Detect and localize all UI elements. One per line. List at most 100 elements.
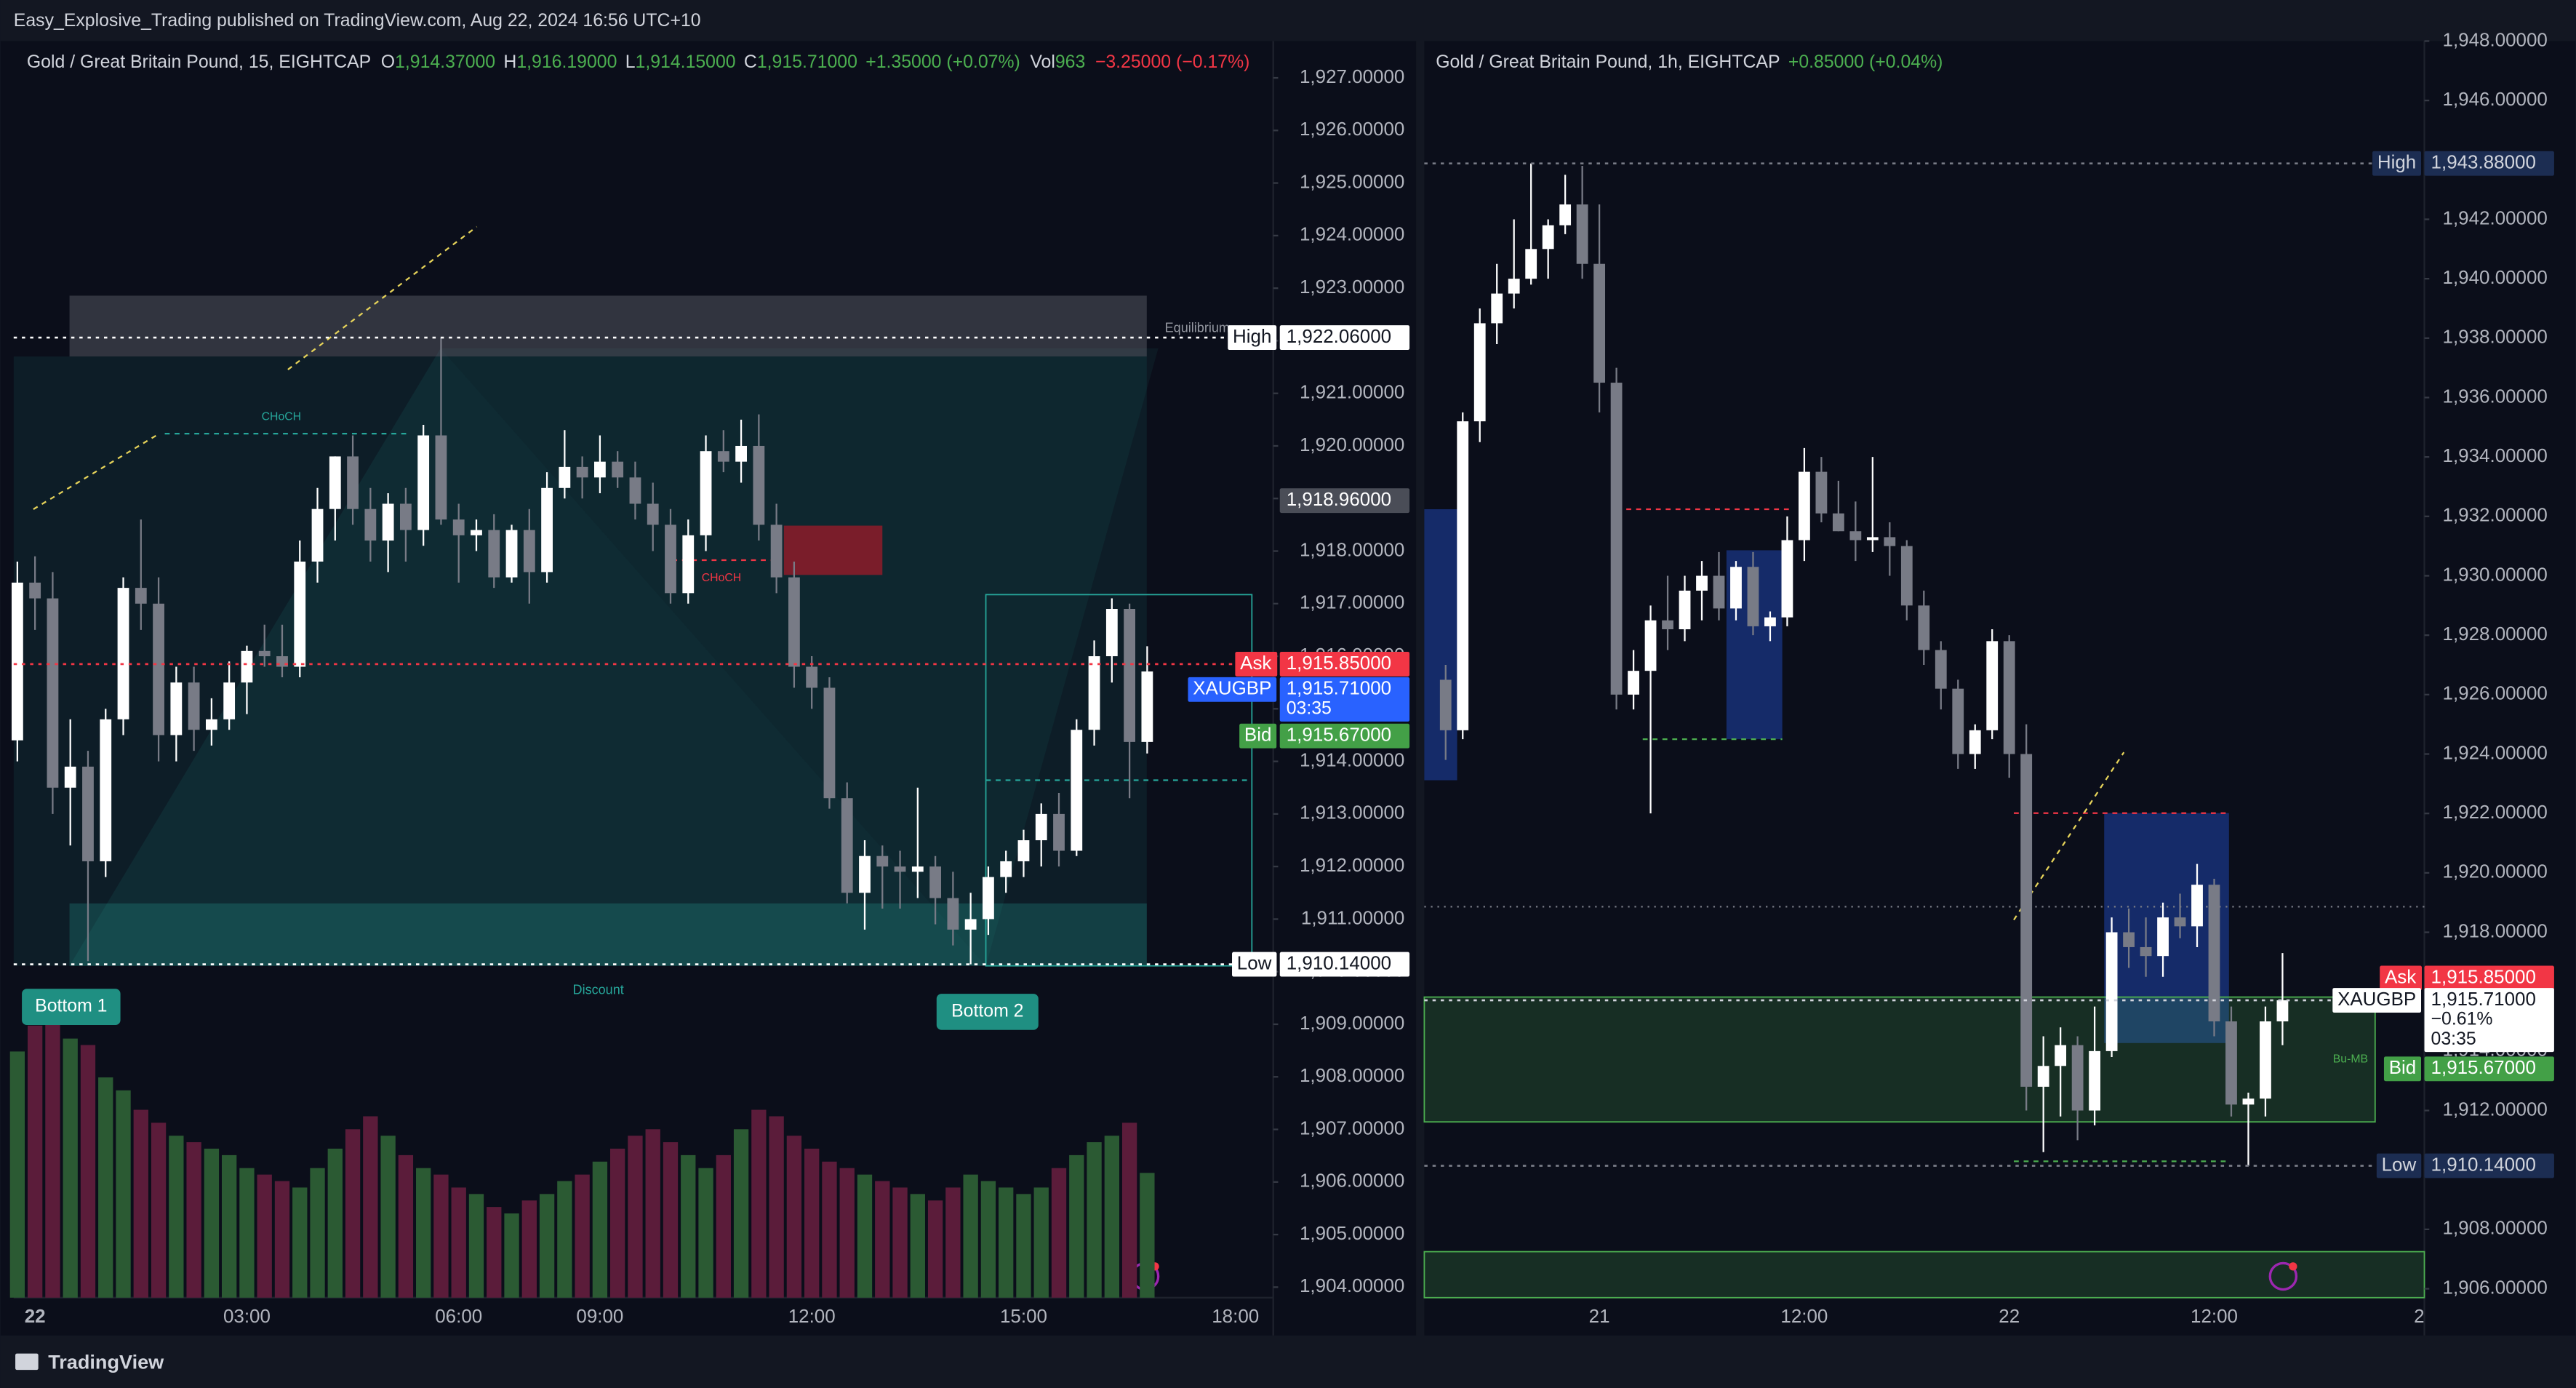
y-tick-label: 1,942.00000	[2443, 207, 2548, 228]
candle-body	[2242, 1098, 2255, 1105]
price-label-tag: Bid	[1244, 724, 1272, 746]
price-label-tag-box	[1228, 325, 1277, 351]
candle-body	[2225, 1021, 2237, 1105]
x-tick-label: 06:00	[435, 1305, 482, 1327]
candle-body	[488, 530, 500, 578]
volume-bar	[521, 1200, 537, 1298]
equilibrium-zone	[69, 295, 1147, 356]
legend-change: −3.25000 (−0.17%)	[1095, 52, 1250, 71]
price-label-extra: 03:35	[1287, 699, 1332, 719]
volume-bar	[398, 1154, 414, 1298]
volume-bar	[98, 1077, 113, 1298]
legend-key: C	[744, 52, 757, 71]
volume-bar	[557, 1181, 572, 1298]
x-tick-label: 18:00	[1212, 1305, 1259, 1327]
candle-body	[2140, 946, 2152, 957]
candle-body	[1508, 279, 1520, 294]
price-label-tag: Bid	[2389, 1056, 2417, 1078]
candle-body	[2089, 1050, 2101, 1111]
volume-bar	[575, 1174, 590, 1298]
volume-bar	[310, 1168, 325, 1298]
volume-bar	[945, 1187, 961, 1298]
y-tick-label: 1,936.00000	[2443, 385, 2548, 407]
candle-body	[2037, 1066, 2049, 1087]
y-tick-label: 1,908.00000	[1300, 1064, 1404, 1086]
legend-change: +0.85000 (+0.04%)	[1788, 52, 1943, 71]
candle-body	[399, 503, 412, 530]
legend: Gold / Great Britain Pound, 15, EIGHTCAP…	[27, 52, 1250, 71]
volume-bar	[839, 1168, 855, 1298]
price-label-tag: XAUGBP	[1193, 677, 1271, 699]
y-tick-label: 1,920.00000	[2443, 861, 2548, 882]
y-tick-label: 1,912.00000	[1300, 854, 1404, 876]
x-tick-label: 12:00	[2191, 1305, 2238, 1327]
volume-bar	[1140, 1173, 1155, 1298]
price-label-box	[1279, 488, 1410, 514]
price-label: 1,910.14000	[2431, 1153, 2536, 1175]
candle-body	[1884, 537, 1896, 546]
candle-body	[135, 588, 147, 604]
logo	[15, 1353, 39, 1371]
volume-bar	[1033, 1187, 1049, 1298]
price-label-tag: Ask	[1240, 652, 1272, 674]
volume-bar	[1087, 1142, 1102, 1298]
candle-body	[1491, 293, 1503, 324]
volume-bar	[716, 1154, 731, 1298]
price-label-tag-box	[2372, 151, 2422, 176]
candle-body	[1088, 656, 1100, 730]
candle-body	[983, 877, 994, 920]
annotation: CHoCH	[262, 411, 301, 423]
price-label: 1,910.14000	[1287, 952, 1391, 973]
annotation-box	[22, 989, 121, 1025]
candle-body	[665, 525, 676, 594]
price-label: 1,915.67000	[1287, 724, 1391, 746]
volume-bar	[133, 1109, 148, 1298]
legend-value: 1,916.19000	[516, 52, 617, 71]
y-tick-label: 1,918.00000	[1300, 538, 1404, 560]
candle-body	[382, 503, 394, 541]
candle-body	[1781, 540, 1793, 618]
candle-body	[1832, 513, 1844, 532]
volume-bar	[786, 1136, 802, 1298]
y-tick-label: 1,925.00000	[1300, 170, 1404, 192]
candle-body	[2208, 885, 2220, 1022]
price-label: 1,918.96000	[1287, 488, 1391, 510]
price-label: 1,922.06000	[1287, 325, 1391, 347]
volume-bar	[663, 1142, 679, 1298]
candle-body	[1071, 730, 1083, 851]
candle-body	[1473, 323, 1486, 422]
price-label-tag-box	[2383, 1056, 2422, 1082]
volume-bar	[292, 1187, 308, 1298]
legend-key: Vol	[1030, 52, 1055, 71]
candle-body	[435, 435, 447, 520]
volume-bar	[204, 1149, 220, 1298]
y-tick-label: 1,922.00000	[2443, 801, 2548, 823]
volume-bar	[539, 1194, 555, 1298]
volume-bar	[63, 1038, 78, 1298]
candle-body	[47, 598, 59, 788]
candle-body	[612, 461, 624, 478]
price-label-box	[1279, 952, 1410, 977]
candle-body	[188, 682, 200, 730]
candle-body	[1747, 567, 1759, 626]
candle-body	[1815, 471, 1828, 514]
candle-body	[1559, 204, 1572, 226]
candle-body	[629, 477, 641, 504]
annotation-box	[936, 994, 1039, 1030]
volume-bar	[504, 1213, 519, 1298]
candle-body	[2174, 917, 2186, 927]
x-tick-label: 22	[25, 1305, 46, 1327]
brand: TradingView	[48, 1350, 164, 1373]
candle-body	[894, 866, 906, 872]
candle-body	[1105, 609, 1118, 657]
volume-bar	[698, 1168, 713, 1298]
y-tick-label: 1,909.00000	[1300, 1012, 1404, 1034]
candle-body	[294, 561, 306, 667]
volume-bar	[380, 1136, 396, 1298]
candle-body	[876, 855, 889, 867]
price-label-box	[1279, 325, 1410, 351]
y-tick-label: 1,924.00000	[2443, 741, 2548, 763]
candle-body	[223, 682, 236, 719]
alert-icon[interactable]	[2268, 1261, 2298, 1291]
